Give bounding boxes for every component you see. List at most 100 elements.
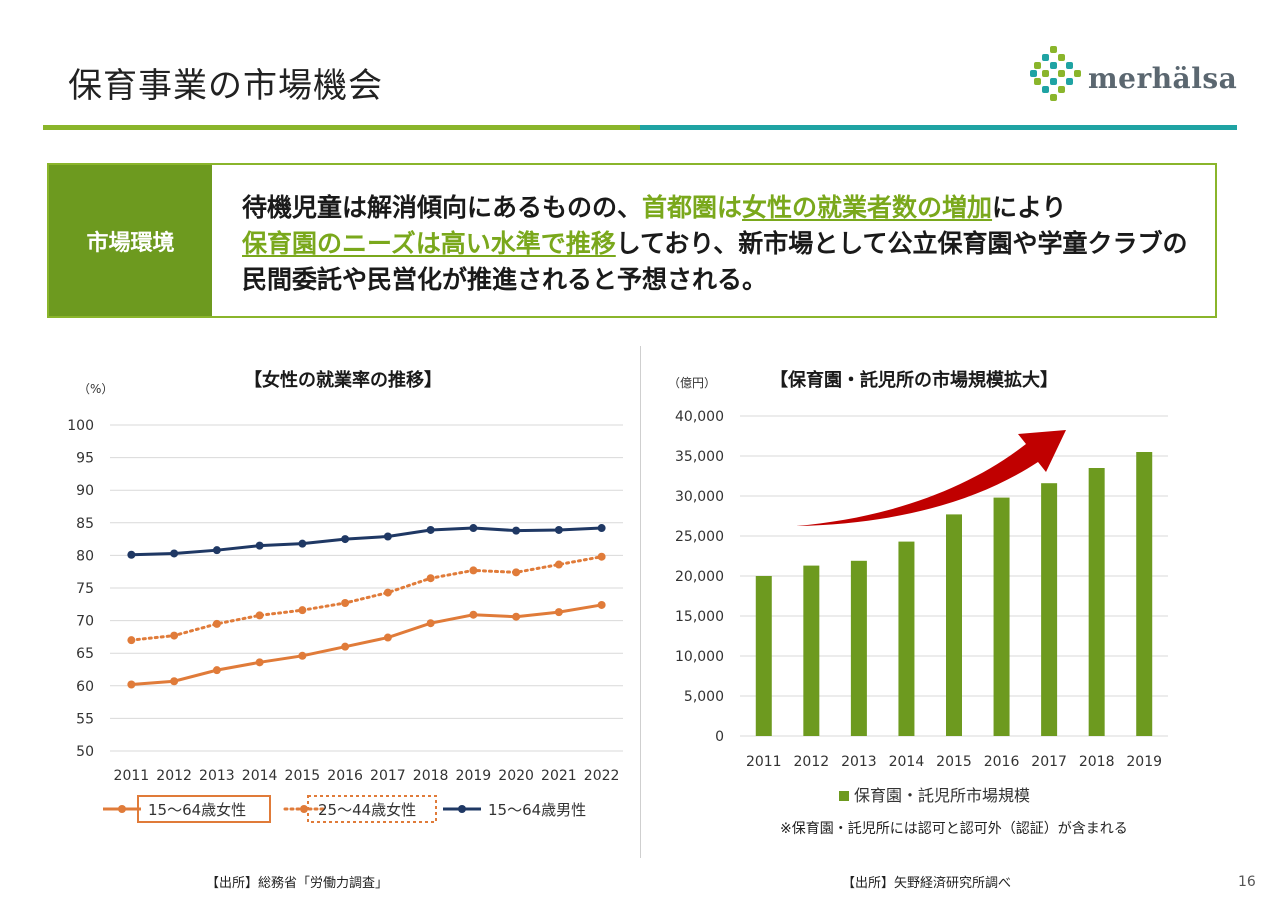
legend-label: 保育園・託児所市場規模 — [854, 786, 1030, 805]
x-tick-label: 2015 — [936, 754, 972, 770]
data-point — [255, 611, 264, 620]
x-tick-label: 2021 — [541, 768, 577, 784]
data-point — [170, 677, 179, 686]
data-point — [298, 651, 307, 660]
env-highlight-women-workers: 女性の就業者数の増加 — [742, 193, 993, 222]
chart-divider — [640, 346, 641, 858]
data-point — [469, 524, 478, 533]
env-text-part: により — [992, 193, 1067, 222]
logo-text: merhälsa — [1088, 62, 1238, 95]
data-point — [341, 642, 350, 651]
market-environment-text: 待機児童は解消傾向にあるものの、首都圏は女性の就業者数の増加により保育園のニーズ… — [242, 190, 1202, 298]
series-line-2 — [129, 555, 604, 642]
data-point — [597, 524, 606, 533]
y-tick-label: 55 — [76, 711, 94, 727]
x-tick-label: 2012 — [156, 768, 192, 784]
x-tick-label: 2011 — [114, 768, 150, 784]
x-tick-label: 2018 — [413, 768, 449, 784]
data-point — [298, 606, 307, 615]
y-tick-label: 90 — [76, 483, 94, 499]
childcare-market-bar-chart: 0 5,000 10,000 15,000 20,000 25,000 30,000 35,0… — [675, 409, 1168, 805]
x-tick-label: 2020 — [498, 768, 534, 784]
env-highlight-demand: 保育園のニーズは高い水準で推移 — [242, 229, 616, 258]
legend-label: 15〜64歳男性 — [488, 801, 586, 819]
logo: merhälsa — [1028, 44, 1243, 104]
x-tick-label: 2013 — [841, 754, 877, 770]
env-text-part: 待機児童は解消傾向にあるものの、 — [242, 193, 643, 222]
data-point — [554, 608, 563, 617]
legend-highlight-box — [307, 795, 437, 823]
data-point — [212, 546, 221, 555]
y-tick-label: 95 — [76, 451, 94, 467]
right-chart-note: ※保育園・託児所には認可と認可外（認証）が含まれる — [780, 821, 1128, 837]
data-point — [426, 574, 435, 583]
data-point — [512, 568, 521, 577]
right-chart-source: 【出所】矢野経済研究所調べ — [842, 876, 1012, 891]
data-point — [341, 535, 350, 544]
bar — [898, 541, 915, 736]
bar — [993, 497, 1010, 736]
y-tick-label: 25,000 — [675, 529, 724, 545]
y-tick-label: 10,000 — [675, 649, 724, 665]
legend-label: 25〜44歳女性 — [318, 801, 416, 819]
data-point — [255, 541, 264, 550]
bar — [755, 576, 772, 736]
right-chart-unit: （億円） — [668, 376, 717, 390]
y-tick-label: 100 — [67, 418, 94, 434]
y-tick-label: 15,000 — [675, 609, 724, 625]
legend-highlight-box — [137, 795, 271, 823]
data-point — [469, 610, 478, 619]
series-line-3 — [131, 526, 602, 557]
data-point — [426, 525, 435, 534]
page-number: 16 — [1238, 874, 1256, 890]
data-point — [212, 666, 221, 675]
data-point — [597, 600, 606, 609]
data-point — [341, 598, 350, 607]
y-tick-label: 35,000 — [675, 449, 724, 465]
x-tick-label: 2017 — [370, 768, 406, 784]
x-tick-label: 2017 — [1031, 754, 1067, 770]
legend-swatch — [839, 791, 849, 801]
women-employment-line-chart: 50 55 60 65 70 75 80 85 90 95 100 2011 2012 2013 2014 2… — [67, 418, 623, 823]
x-tick-label: 2015 — [285, 768, 321, 784]
x-tick-label: 2019 — [456, 768, 492, 784]
data-point — [554, 560, 563, 569]
header-rule-teal — [640, 125, 1237, 130]
y-tick-label: 75 — [76, 581, 94, 597]
y-tick-label: 80 — [76, 548, 94, 564]
bar — [803, 565, 820, 736]
x-tick-label: 2019 — [1126, 754, 1162, 770]
data-point — [469, 566, 478, 575]
data-point — [255, 658, 264, 667]
series-line-1 — [131, 603, 602, 686]
bar — [946, 514, 962, 736]
left-chart-source: 【出所】総務省「労働力調査」 — [206, 876, 389, 891]
x-tick-label: 2011 — [746, 754, 782, 770]
data-point — [127, 636, 136, 645]
market-environment-label: 市場環境 — [49, 165, 212, 316]
data-point — [554, 525, 563, 534]
x-tick-label: 2013 — [199, 768, 235, 784]
data-point — [512, 526, 521, 535]
legend-swatch-point — [118, 805, 126, 813]
data-point — [298, 539, 307, 548]
data-point — [170, 631, 179, 640]
bar — [1088, 468, 1105, 736]
data-point — [426, 619, 435, 628]
data-point — [127, 680, 136, 689]
data-point — [597, 552, 606, 561]
x-tick-label: 2014 — [242, 768, 278, 784]
data-point — [212, 619, 221, 628]
market-environment-box: 市場環境 待機児童は解消傾向にあるものの、首都圏は女性の就業者数の増加により保育… — [47, 163, 1217, 318]
y-tick-label: 70 — [76, 614, 94, 630]
x-tick-label: 2022 — [584, 768, 620, 784]
env-highlight-region: 首都圏は — [642, 193, 743, 222]
left-chart-unit: （%） — [78, 382, 114, 396]
y-tick-label: 85 — [76, 516, 94, 532]
y-tick-label: 0 — [715, 729, 724, 745]
y-tick-label: 30,000 — [675, 489, 724, 505]
bar — [1136, 452, 1153, 736]
y-tick-label: 20,000 — [675, 569, 724, 585]
legend-swatch-point — [300, 805, 308, 813]
logo-mark-icon — [1030, 46, 1081, 101]
